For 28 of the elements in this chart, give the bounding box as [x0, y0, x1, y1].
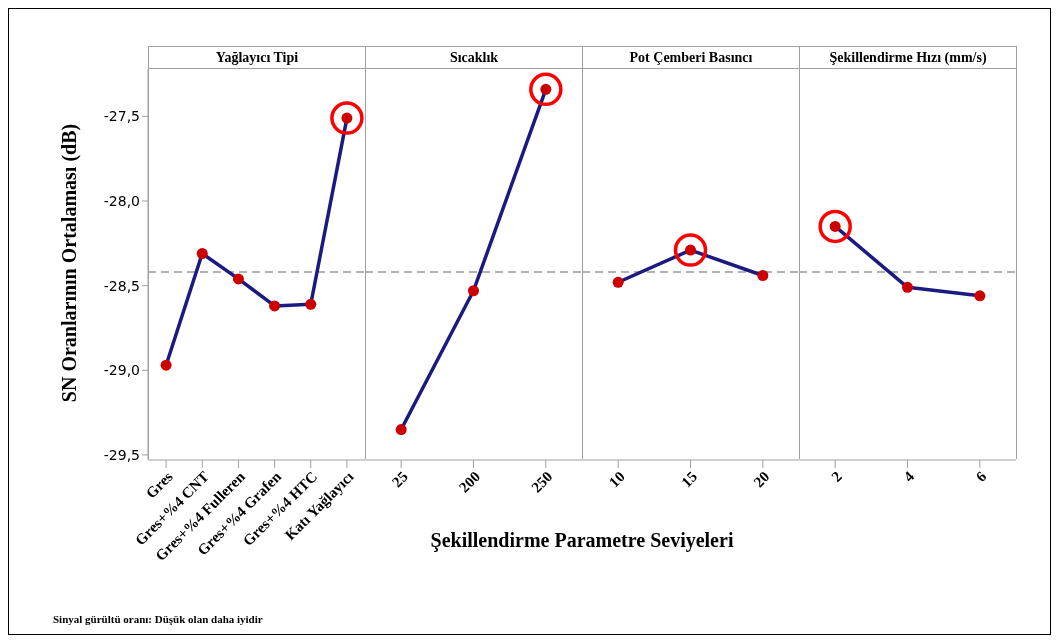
x-tick-label: 20	[750, 468, 773, 491]
point	[160, 359, 172, 371]
chart-title: Pot Çemberi Basıncı	[582, 46, 800, 69]
chart-title: Yağlayıcı Tipi	[148, 46, 366, 69]
point	[269, 300, 281, 312]
chart-title: Şekillendirme Hızı (mm/s)	[799, 46, 1017, 69]
y-tick-label: -27,5	[103, 108, 140, 125]
x-tick-label: 15	[678, 468, 701, 491]
x-tick-label: 200	[455, 468, 484, 496]
y-axis-title: SN Oranlarının Ortalaması (dB)	[57, 123, 81, 402]
x-tick-label: 250	[528, 468, 556, 496]
x-tick-label: 2	[828, 468, 845, 485]
point	[232, 273, 244, 285]
point	[305, 298, 317, 310]
point	[330, 101, 364, 135]
x-axis-title: Şekillendirme Parametre Seviyeleri	[430, 529, 734, 552]
x-tick-label: 6	[972, 467, 990, 485]
text: Sinyal gürültü oranı: Düşük olan daha iyidir	[53, 613, 263, 625]
chart-title: Sıcaklık	[365, 46, 583, 69]
y-tick-label: -28,0	[103, 193, 140, 209]
y-tick-label: -28,5	[103, 277, 140, 294]
x-tick-label: 4	[900, 467, 918, 485]
y-tick-label: -29,5	[103, 446, 140, 463]
x-tick-label: Gres	[142, 468, 176, 502]
point	[196, 248, 208, 259]
x-tick-label: 10	[605, 468, 628, 491]
x-tick-label: 25	[388, 468, 411, 491]
y-tick-label: -29,0	[103, 362, 140, 379]
